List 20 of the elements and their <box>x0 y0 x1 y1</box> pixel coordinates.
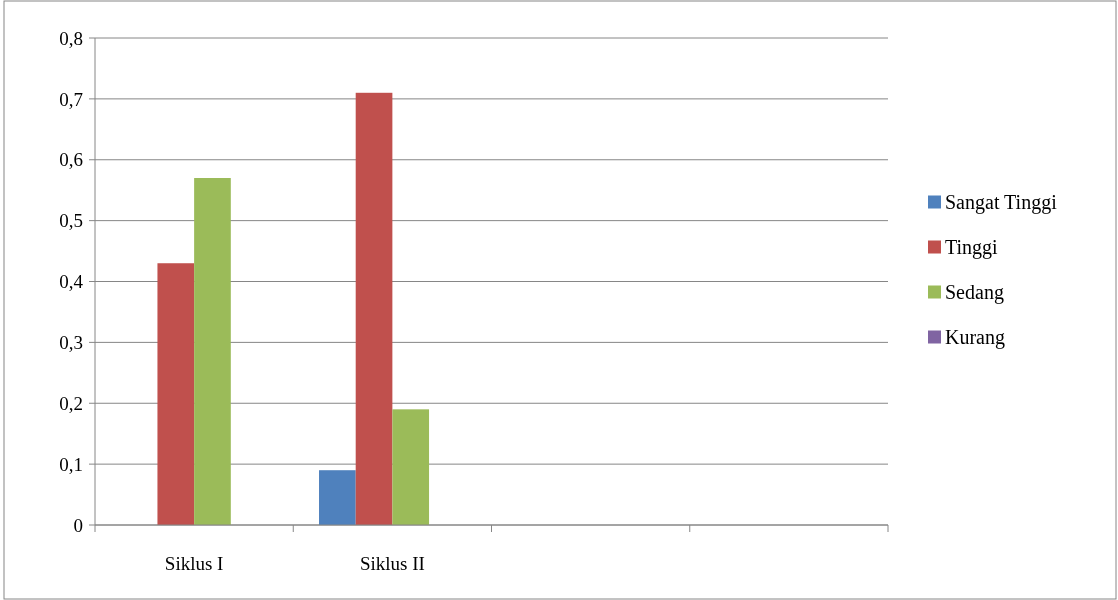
y-tick-label: 0 <box>73 514 83 536</box>
y-tick-label: 0,1 <box>59 453 83 475</box>
y-tick-label: 0,6 <box>59 149 83 171</box>
bar <box>157 263 195 525</box>
y-tick-label: 0,7 <box>59 88 83 110</box>
legend-label: Sedang <box>945 280 1004 304</box>
x-tick-label: Siklus II <box>359 553 425 574</box>
bar <box>194 178 231 525</box>
y-tick-label: 0,2 <box>59 392 83 414</box>
x-tick-label: Siklus I <box>164 553 224 574</box>
bar <box>319 470 356 525</box>
y-tick-label: 0,3 <box>59 332 83 354</box>
bar <box>355 92 393 525</box>
y-tick-label: 0,5 <box>59 210 83 232</box>
legend-label: Sangat Tinggi <box>945 190 1058 214</box>
legend-label: Tinggi <box>945 235 999 259</box>
legend-label: Kurang <box>945 325 1005 349</box>
y-tick-label: 0,4 <box>59 271 84 293</box>
y-tick-label: 0,8 <box>59 27 83 49</box>
bar <box>392 409 430 525</box>
